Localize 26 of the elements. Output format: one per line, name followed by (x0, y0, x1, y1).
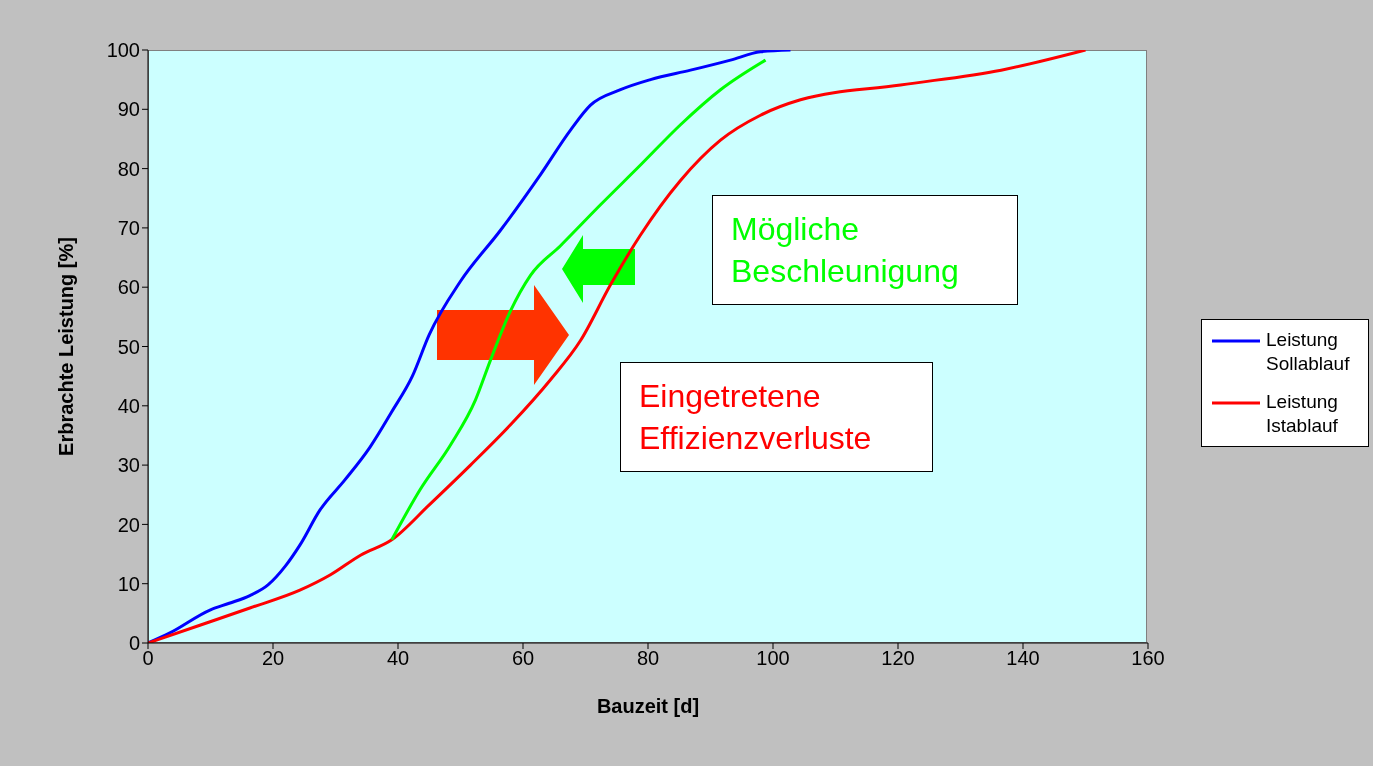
x-tick-label: 140 (1006, 647, 1040, 670)
y-tick-label: 90 (117, 98, 140, 121)
x-tick-label: 40 (386, 647, 410, 670)
x-tick-label: 120 (881, 647, 915, 670)
x-tick-label: 0 (142, 647, 154, 670)
y-tick-label: 80 (117, 157, 140, 180)
annotation: Mögliche Beschleunigung (731, 210, 960, 291)
y-tick-label: 60 (117, 276, 140, 299)
x-axis-title: Bauzeit [d] (596, 695, 700, 717)
y-tick-label: 100 (106, 39, 140, 62)
x-tick-label: 20 (261, 647, 285, 670)
x-tick-label: 80 (636, 647, 660, 670)
y-tick-label: 0 (128, 632, 140, 655)
legend-label: Leistung Sollablauf (1266, 328, 1351, 376)
x-tick-label: 160 (1131, 647, 1165, 670)
y-tick-label: 30 (117, 454, 140, 477)
legend-label: Leistung Istablauf (1266, 390, 1339, 438)
x-tick-label: 60 (511, 647, 535, 670)
y-axis-title: Erbrachte Leistung [%] (55, 237, 78, 456)
y-tick-label: 40 (117, 394, 140, 417)
y-tick-label: 70 (117, 217, 140, 239)
y-tick-label: 20 (117, 513, 140, 536)
x-tick-label: 100 (756, 647, 790, 670)
y-tick-label: 50 (117, 335, 140, 358)
y-tick-label: 10 (117, 572, 140, 595)
annotation: Eingetretene Effizienzverluste (639, 377, 873, 458)
